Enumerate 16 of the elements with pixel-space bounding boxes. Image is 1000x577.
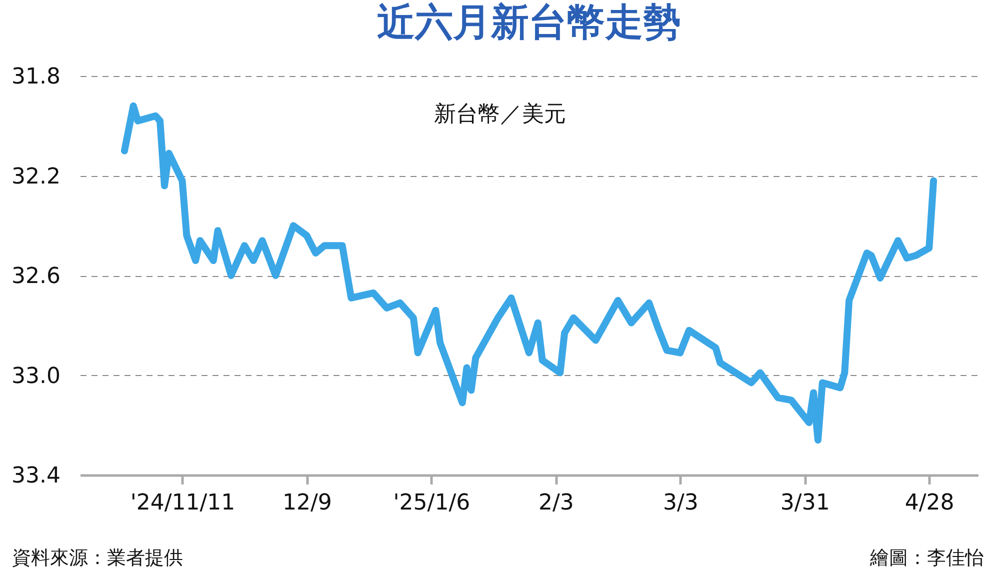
x-tick-label: 4/28	[904, 490, 954, 516]
y-axis-title: 新台幣／美元	[434, 102, 566, 127]
y-tick-label: 31.8	[12, 64, 60, 90]
text: 繪圖：李佳怡	[870, 546, 984, 571]
x-tick-label: 3/3	[662, 490, 698, 516]
source-note: 資料來源：業者提供	[12, 546, 183, 571]
y-tick-label: 32.2	[12, 164, 60, 190]
x-tick-label: 12/9	[282, 490, 332, 516]
chart-title: 近六月新台幣走勢	[377, 0, 681, 44]
y-tick-label: 33.0	[12, 364, 60, 389]
y-tick-label: 33.4	[12, 464, 60, 488]
x-tick-label: 3/31	[780, 490, 830, 516]
y-tick-label: 32.6	[12, 264, 60, 289]
x-tick-label: '25/1/6	[393, 490, 470, 516]
x-tick-label: '24/11/11	[130, 490, 236, 516]
x-tick-label: 2/3	[538, 490, 574, 516]
